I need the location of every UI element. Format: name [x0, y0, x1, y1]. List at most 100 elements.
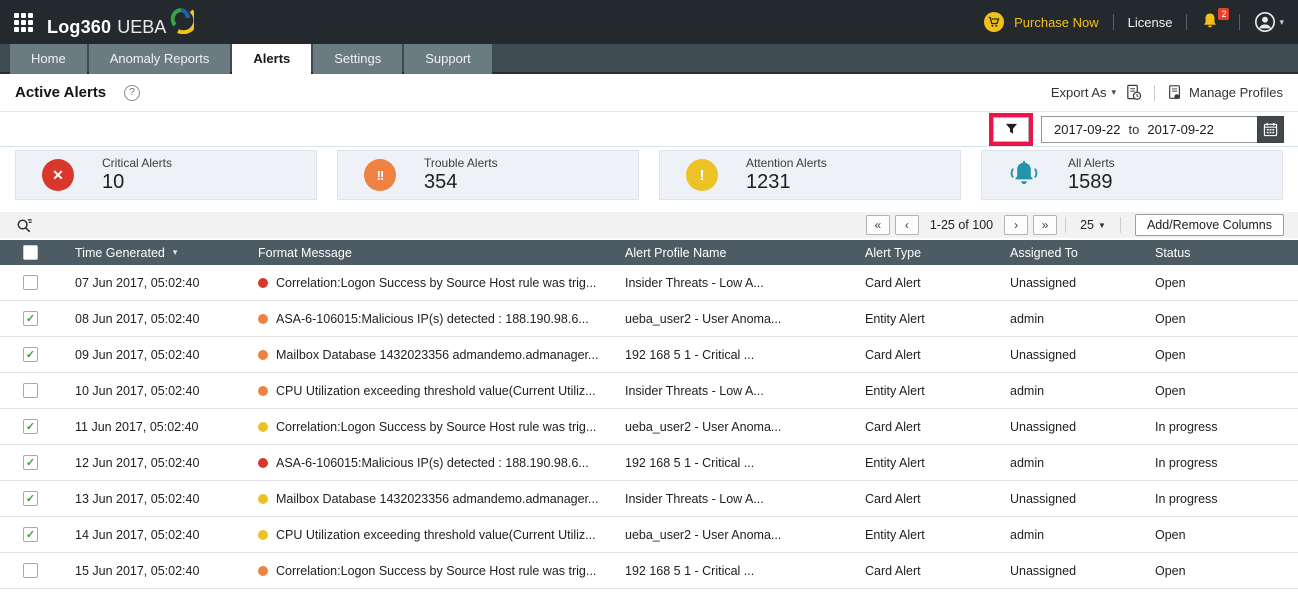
last-page-button[interactable]: » — [1033, 215, 1058, 235]
row-checkbox[interactable]: ✓ — [23, 419, 38, 434]
tab-settings[interactable]: Settings — [313, 44, 403, 74]
row-message-text: CPU Utilization exceeding threshold valu… — [276, 527, 596, 542]
row-alert-type: Entity Alert — [865, 455, 925, 470]
row-format-message[interactable]: ASA-6-106015:Malicious IP(s) detected : … — [255, 312, 625, 326]
severity-dot-icon — [258, 313, 268, 324]
select-all-checkbox[interactable] — [23, 245, 38, 260]
tab-alerts[interactable]: Alerts — [232, 44, 312, 76]
export-as-dropdown[interactable]: Export As ▾ — [1051, 85, 1116, 100]
row-time-generated: 15 Jun 2017, 05:02:40 — [75, 563, 200, 578]
row-checkbox[interactable]: ✓ — [23, 491, 38, 506]
help-icon[interactable]: ? — [124, 84, 141, 101]
table-row[interactable]: ✓ 11 Jun 2017, 05:02:40 Correlation:Logon … — [0, 409, 1298, 445]
column-time-generated[interactable]: Time Generated ▾ — [75, 245, 178, 260]
column-alert-profile-name[interactable]: Alert Profile Name — [625, 245, 727, 260]
severity-dot-icon — [258, 421, 268, 432]
row-format-message[interactable]: ASA-6-106015:Malicious IP(s) detected : … — [255, 456, 625, 470]
row-alert-profile-name: Insider Threats - Low A... — [625, 383, 764, 398]
tab-home[interactable]: Home — [10, 44, 87, 74]
row-checkbox[interactable] — [23, 563, 38, 578]
notifications-bell-icon[interactable]: 2 — [1201, 8, 1230, 33]
row-message-text: ASA-6-106015:Malicious IP(s) detected : … — [276, 455, 589, 470]
tab-anomaly-reports[interactable]: Anomaly Reports — [88, 44, 231, 74]
schedule-export-icon[interactable] — [1125, 84, 1142, 101]
row-alert-profile-name: Insider Threats - Low A... — [625, 275, 764, 290]
row-time-generated: 09 Jun 2017, 05:02:40 — [75, 347, 200, 362]
row-message-text: ASA-6-106015:Malicious IP(s) detected : … — [276, 311, 589, 326]
column-format-message[interactable]: Format Message — [258, 245, 352, 260]
row-status: Open — [1155, 563, 1186, 578]
row-status: In progress — [1155, 419, 1218, 434]
row-checkbox[interactable]: ✓ — [23, 455, 38, 470]
row-checkbox[interactable] — [23, 383, 38, 398]
tab-support[interactable]: Support — [404, 44, 492, 74]
user-menu[interactable]: ▾ — [1254, 11, 1284, 33]
divider — [1186, 14, 1188, 30]
page-size-dropdown[interactable]: 25 ▼ — [1080, 218, 1106, 232]
severity-dot-icon — [258, 529, 268, 540]
critical-icon: ✕ — [42, 159, 74, 191]
column-alert-type[interactable]: Alert Type — [865, 245, 922, 260]
date-range-field[interactable]: 2017-09-22 to 2017-09-22 — [1041, 115, 1257, 143]
filter-button[interactable] — [993, 116, 1029, 142]
funnel-icon — [1005, 123, 1017, 134]
table-row[interactable]: ✓ 12 Jun 2017, 05:02:40 ASA-6-106015:Malic… — [0, 445, 1298, 481]
page-info: 1-25 of 100 — [929, 218, 994, 232]
column-status[interactable]: Status — [1155, 245, 1191, 260]
row-alert-type: Card Alert — [865, 419, 921, 434]
search-icon[interactable] — [16, 217, 33, 234]
column-assigned-to[interactable]: Assigned To — [1010, 245, 1078, 260]
row-alert-type: Card Alert — [865, 347, 921, 362]
row-checkbox[interactable]: ✓ — [23, 347, 38, 362]
card-critical-alerts[interactable]: ✕ Critical Alerts 10 — [15, 150, 317, 200]
export-as-label: Export As — [1050, 85, 1107, 100]
apps-grid-icon[interactable] — [14, 12, 33, 32]
row-format-message[interactable]: Correlation:Logon Success by Source Host… — [255, 276, 625, 290]
calendar-icon — [1263, 122, 1278, 136]
row-time-generated: 12 Jun 2017, 05:02:40 — [75, 455, 200, 470]
row-format-message[interactable]: Correlation:Logon Success by Source Host… — [255, 420, 625, 434]
manage-profiles-icon — [1169, 85, 1181, 99]
chevron-down-icon: ▾ — [1111, 87, 1117, 97]
date-range-picker[interactable]: 2017-09-22 to 2017-09-22 — [1041, 115, 1284, 143]
card-attention-alerts[interactable]: ! Attention Alerts 1231 — [659, 150, 961, 200]
row-message-text: Correlation:Logon Success by Source Host… — [276, 563, 597, 578]
card-label: Trouble Alerts — [424, 156, 498, 170]
row-alert-type: Card Alert — [865, 491, 921, 506]
avatar-icon — [1255, 12, 1276, 32]
row-time-generated: 10 Jun 2017, 05:02:40 — [75, 383, 200, 398]
table-row[interactable]: ✓ 13 Jun 2017, 05:02:40 Mailbox Database 1… — [0, 481, 1298, 517]
table-row[interactable]: ✓ 08 Jun 2017, 05:02:40 ASA-6-106015:Malic… — [0, 301, 1298, 337]
row-format-message[interactable]: Mailbox Database 1432023356 admandemo.ad… — [255, 348, 625, 362]
row-checkbox[interactable]: ✓ — [23, 527, 38, 542]
table-row[interactable]: 07 Jun 2017, 05:02:40 Correlation:Logon S… — [0, 265, 1298, 301]
card-all-alerts[interactable]: All Alerts 1589 — [981, 150, 1283, 200]
row-checkbox[interactable]: ✓ — [23, 311, 38, 326]
chevron-down-icon: ▾ — [1279, 16, 1284, 27]
row-format-message[interactable]: CPU Utilization exceeding threshold valu… — [255, 528, 625, 542]
row-format-message[interactable]: CPU Utilization exceeding threshold valu… — [255, 384, 625, 398]
cart-icon[interactable] — [984, 12, 1005, 32]
notification-count-badge: 2 — [1218, 8, 1230, 20]
calendar-button[interactable] — [1257, 115, 1284, 143]
manage-profiles-link[interactable]: Manage Profiles — [1167, 84, 1283, 101]
table-row[interactable]: 10 Jun 2017, 05:02:40 CPU Utilization exc… — [0, 373, 1298, 409]
first-page-button[interactable]: « — [865, 215, 890, 235]
row-alert-profile-name: 192 168 5 1 - Critical ... — [625, 347, 755, 362]
prev-page-button[interactable]: ‹ — [894, 215, 919, 235]
table-row[interactable]: ✓ 14 Jun 2017, 05:02:40 CPU Utilization ex… — [0, 517, 1298, 553]
table-row[interactable]: ✓ 09 Jun 2017, 05:02:40 Mailbox Database 1… — [0, 337, 1298, 373]
row-alert-type: Card Alert — [865, 275, 921, 290]
next-page-button[interactable]: › — [1004, 215, 1029, 235]
purchase-now-link[interactable]: Purchase Now — [1014, 14, 1099, 30]
row-checkbox[interactable] — [23, 275, 38, 290]
row-format-message[interactable]: Mailbox Database 1432023356 admandemo.ad… — [255, 492, 625, 506]
row-message-text: CPU Utilization exceeding threshold valu… — [276, 383, 596, 398]
trouble-icon: !! — [364, 159, 396, 191]
license-link[interactable]: License — [1127, 14, 1173, 30]
card-trouble-alerts[interactable]: !! Trouble Alerts 354 — [337, 150, 639, 200]
card-count: 1589 — [1068, 171, 1113, 193]
add-remove-columns-button[interactable]: Add/Remove Columns — [1134, 214, 1284, 236]
row-format-message[interactable]: Correlation:Logon Success by Source Host… — [255, 564, 625, 578]
table-row[interactable]: 15 Jun 2017, 05:02:40 Correlation:Logon S… — [0, 553, 1298, 589]
